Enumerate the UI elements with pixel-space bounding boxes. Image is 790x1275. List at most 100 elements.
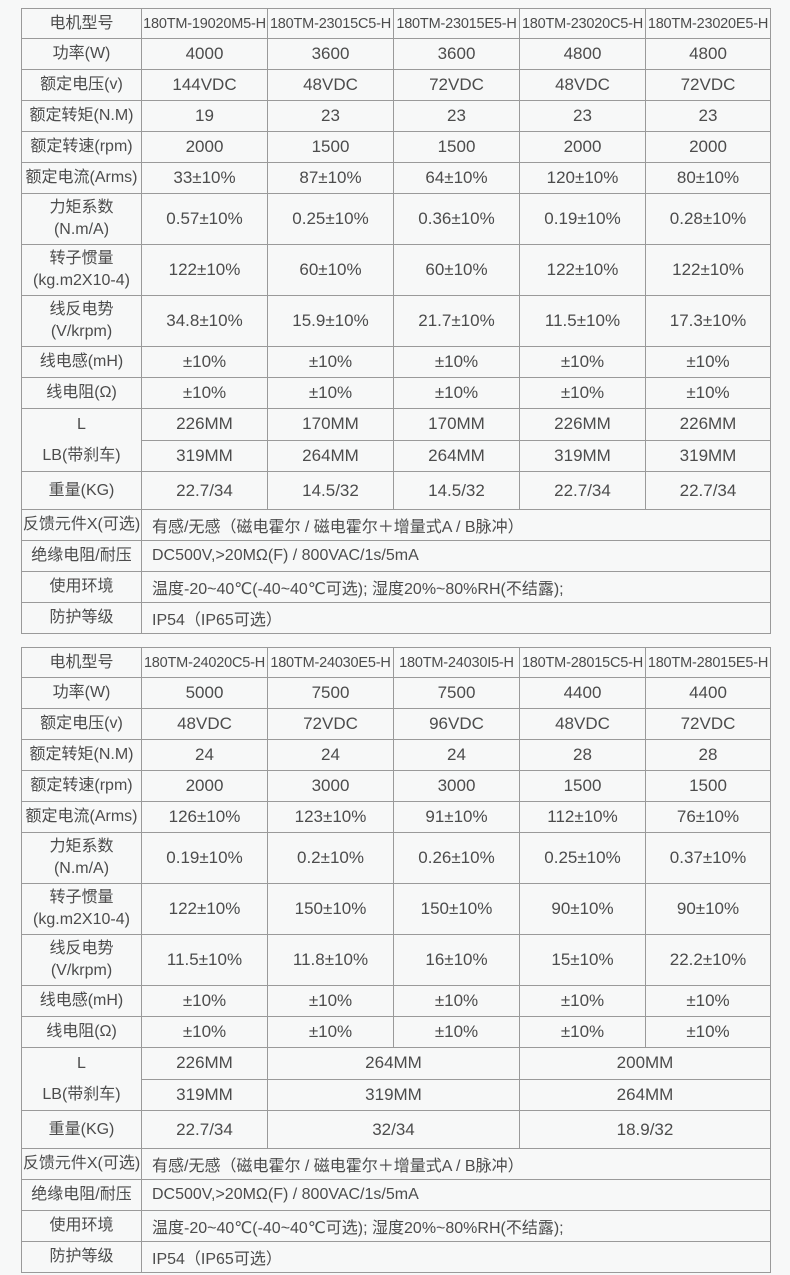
spec-row: 转子惯量 (kg.m2X10-4) 122±10% 150±10% 150±10% 90… (21, 883, 771, 935)
value-cell: 122±10% (519, 244, 646, 296)
value-cell: ±10% (141, 1016, 268, 1048)
dim-label-line: L (77, 416, 86, 433)
value-cell: 0.36±10% (393, 193, 520, 245)
value-cell: 21.7±10% (393, 295, 520, 347)
row-label: 反馈元件X(可选) (21, 509, 142, 541)
value-cell: 14.5/32 (393, 471, 520, 510)
value-cell: 24 (141, 739, 268, 771)
row-label: 额定转速(rpm) (21, 131, 142, 163)
header-row: 电机型号 180TM-24020C5-H 180TM-24030E5-H 180TM-… (21, 647, 771, 678)
row-label: L LB(带刹车) (21, 408, 142, 472)
value-cell: ±10% (267, 377, 394, 409)
dims-row-lb: 319MM 319MM 264MM (22, 1078, 771, 1111)
value-cell: 264MM (393, 439, 520, 472)
row-label: 线电感(mH) (21, 346, 142, 378)
spec-row: 力矩系数 (N.m/A) 0.19±10% 0.2±10% 0.26±10% 0.25±… (21, 832, 771, 884)
value-cell: ±10% (393, 377, 520, 409)
value-cell: 126±10% (141, 801, 268, 833)
row-label: 防护等级 (21, 602, 142, 634)
wide-value: DC500V,>20MΩ(F) / 800VAC/1s/5mA (141, 540, 771, 572)
value-cell: 0.37±10% (645, 832, 771, 884)
value-cell: 15±10% (519, 934, 646, 986)
row-label: 转子惯量 (kg.m2X10-4) (21, 883, 142, 935)
value-cell: 264MM (267, 1047, 520, 1080)
row-label: 电机型号 (21, 647, 142, 678)
spec-row: 额定转矩(N.M) 19 23 23 23 23 (21, 100, 771, 132)
row-label: 反馈元件X(可选) (21, 1148, 142, 1180)
value-cell: 226MM (141, 408, 268, 441)
value-cell: 22.2±10% (645, 934, 771, 986)
value-cell: 23 (519, 100, 646, 132)
value-cell: 24 (393, 739, 520, 771)
value-cell: 28 (645, 739, 771, 771)
value-cell: 2000 (141, 770, 268, 802)
value-cell: 4400 (519, 677, 646, 709)
spec-row: 额定转矩(N.M) 24 24 24 28 28 (21, 739, 771, 771)
row-label: 线反电势 (V/krpm) (21, 295, 142, 347)
value-cell: 1500 (519, 770, 646, 802)
value-cell: 72VDC (393, 69, 520, 101)
value-cell: 22.7/34 (141, 471, 268, 510)
value-cell: 90±10% (519, 883, 646, 935)
row-label: 使用环境 (21, 1210, 142, 1242)
value-cell: 87±10% (267, 162, 394, 194)
dim-label-line: LB(带刹车) (42, 447, 121, 464)
spec-row: 线反电势 (V/krpm) 11.5±10% 11.8±10% 16±10% 15±10… (21, 934, 771, 986)
dims-row-l: L LB(带刹车) 226MM 264MM 200MM (21, 1047, 771, 1111)
value-cell: 90±10% (645, 883, 771, 935)
row-label: 力矩系数 (N.m/A) (21, 832, 142, 884)
model-name: 180TM-23015C5-H (267, 8, 394, 39)
dim-label-line: LB(带刹车) (42, 1086, 121, 1103)
value-cell: 11.8±10% (267, 934, 394, 986)
value-cell: 200MM (519, 1047, 771, 1080)
spec-row: 功率(W) 4000 3600 3600 4800 4800 (21, 38, 771, 70)
value-cell: 11.5±10% (519, 295, 646, 347)
value-cell: 23 (267, 100, 394, 132)
row-label: 额定转矩(N.M) (21, 739, 142, 771)
value-cell: 32/34 (267, 1110, 520, 1149)
value-cell: 2000 (519, 131, 646, 163)
row-label: 额定电流(Arms) (21, 801, 142, 833)
value-cell: ±10% (519, 1016, 646, 1048)
value-cell: ±10% (267, 1016, 394, 1048)
spec-row: 线电感(mH) ±10% ±10% ±10% ±10% ±10% (21, 985, 771, 1017)
row-label: 绝缘电阻/耐压 (21, 540, 142, 572)
row-label: 额定电压(v) (21, 69, 142, 101)
value-cell: 170MM (267, 408, 394, 441)
value-cell: 91±10% (393, 801, 520, 833)
row-label: 重量(KG) (21, 471, 142, 510)
value-cell: 48VDC (519, 69, 646, 101)
value-cell: 120±10% (519, 162, 646, 194)
value-cell: 0.19±10% (519, 193, 646, 245)
value-cell: 11.5±10% (141, 934, 268, 986)
value-cell: 4400 (645, 677, 771, 709)
wide-value: DC500V,>20MΩ(F) / 800VAC/1s/5mA (141, 1179, 771, 1211)
value-cell: 72VDC (267, 708, 394, 740)
row-label: L LB(带刹车) (21, 1047, 142, 1111)
row-label: 防护等级 (21, 1241, 142, 1273)
value-cell: ±10% (141, 346, 268, 378)
value-cell: 226MM (519, 408, 646, 441)
value-cell: 19 (141, 100, 268, 132)
row-label: 线电阻(Ω) (21, 1016, 142, 1048)
value-cell: 226MM (645, 408, 771, 441)
value-cell: 60±10% (393, 244, 520, 296)
value-cell: 3000 (393, 770, 520, 802)
value-cell: 18.9/32 (519, 1110, 771, 1149)
value-cell: 48VDC (519, 708, 646, 740)
value-cell: 122±10% (141, 244, 268, 296)
value-cell: 319MM (267, 1078, 520, 1111)
row-label: 额定转速(rpm) (21, 770, 142, 802)
value-cell: 72VDC (645, 69, 771, 101)
spec-row: 额定电压(v) 48VDC 72VDC 96VDC 48VDC 72VDC (21, 708, 771, 740)
dims-row-lb: 319MM 264MM 264MM 319MM 319MM (22, 439, 771, 472)
motor-spec-table-2: 电机型号 180TM-24020C5-H 180TM-24030E5-H 180TM-… (21, 647, 771, 1273)
motor-spec-table-1: 电机型号 180TM-19020M5-H 180TM-23015C5-H 180TM-… (21, 8, 771, 634)
model-name: 180TM-19020M5-H (141, 8, 268, 39)
value-cell: 226MM (141, 1047, 268, 1080)
row-label: 线电阻(Ω) (21, 377, 142, 409)
model-name: 180TM-23020E5-H (645, 8, 771, 39)
wide-row: 反馈元件X(可选) 有感/无感（磁电霍尔 / 磁电霍尔＋增量式A / B脉冲） (21, 509, 771, 541)
value-cell: 0.26±10% (393, 832, 520, 884)
